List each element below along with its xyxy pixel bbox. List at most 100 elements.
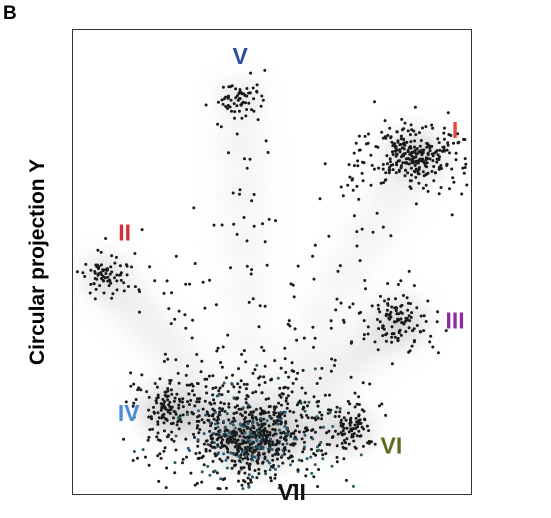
cluster-point-vi — [345, 426, 349, 430]
cluster-point-vii — [279, 435, 283, 439]
cluster-point-i — [323, 162, 327, 166]
cluster-point-i — [354, 141, 358, 145]
cluster-point-v — [244, 114, 248, 118]
cluster-point-iii — [364, 287, 367, 291]
cluster-point-v — [255, 83, 259, 87]
cluster-point-i — [369, 153, 373, 157]
cluster-point-v — [250, 108, 253, 112]
cluster-point-i — [440, 167, 443, 170]
cluster-point-i — [415, 152, 419, 156]
cluster-point-vii — [196, 415, 200, 419]
cluster-point-v — [221, 102, 225, 106]
cluster-point-vii — [218, 457, 222, 461]
cluster-point-vii — [294, 419, 298, 423]
scatter-point — [341, 194, 345, 198]
cluster-point-vii — [318, 410, 322, 414]
cluster-point-vii — [240, 450, 244, 454]
cluster-point-vi — [355, 434, 359, 438]
cluster-point-vii — [227, 402, 231, 406]
scatter-point — [327, 234, 331, 238]
cluster-point-i — [409, 140, 413, 144]
cluster-point-v — [234, 87, 238, 91]
scatter-point — [240, 414, 244, 418]
scatter-point — [273, 359, 277, 363]
scatter-point — [252, 224, 256, 228]
scatter-point — [237, 367, 240, 371]
cluster-point-vii — [238, 385, 242, 389]
cluster-point-vii — [330, 464, 334, 468]
cluster-point-i — [432, 165, 436, 168]
cluster-point-i — [418, 144, 422, 148]
cluster-point-vii — [344, 478, 348, 482]
cluster-point-vii — [218, 406, 222, 410]
cluster-point-vii — [216, 487, 220, 490]
cluster-point-vii — [329, 408, 333, 412]
cluster-point-vi — [351, 427, 355, 431]
cluster-point-i — [350, 178, 354, 182]
cluster-point-vii — [309, 455, 313, 459]
cluster-point-i — [401, 161, 405, 165]
cluster-point-i — [373, 100, 376, 104]
cluster-point-v — [204, 103, 208, 107]
cluster-point-i — [394, 145, 398, 149]
cluster-point-i — [448, 187, 451, 191]
cluster-point-vii — [211, 431, 215, 435]
cluster-point-ii — [101, 268, 105, 272]
cluster-point-vi — [352, 439, 356, 443]
density-blob-v — [220, 178, 267, 214]
cluster-point-i — [460, 192, 464, 196]
cluster-point-iii — [405, 296, 409, 300]
cluster-point-vi — [361, 444, 365, 448]
cluster-point-vii — [209, 437, 213, 441]
cluster-point-vii — [217, 417, 220, 421]
cluster-point-ii — [125, 264, 129, 268]
scatter-point — [355, 244, 359, 248]
cluster-point-vii — [170, 437, 174, 441]
density-blob-i — [280, 341, 320, 371]
cluster-point-vii — [222, 452, 226, 456]
cluster-point-iii — [412, 284, 416, 288]
scatter-point — [217, 389, 221, 393]
cluster-point-i — [395, 130, 399, 134]
scatter-point — [203, 306, 207, 310]
cluster-point-vii — [229, 421, 232, 425]
cluster-point-vii — [235, 432, 238, 436]
cluster-point-i — [417, 131, 421, 135]
cluster-point-i — [388, 168, 392, 172]
cluster-point-vii — [280, 392, 284, 396]
cluster-point-vi — [353, 423, 357, 427]
cluster-point-vii — [246, 422, 250, 426]
cluster-point-vi — [357, 429, 361, 433]
cluster-point-iii — [392, 332, 396, 336]
cluster-point-v — [230, 109, 233, 113]
cluster-point-ii — [100, 263, 103, 267]
cluster-point-vi — [355, 402, 359, 406]
cluster-point-vii — [202, 432, 206, 436]
cluster-point-vii — [303, 426, 307, 430]
cluster-point-i — [417, 166, 421, 170]
cluster-point-ii — [93, 270, 97, 273]
cluster-point-vii — [129, 371, 133, 375]
cluster-point-vii — [314, 418, 318, 422]
cluster-point-vii — [319, 440, 323, 444]
scatter-point — [235, 232, 239, 236]
scatter-point — [358, 259, 362, 263]
scatter-point — [260, 94, 264, 98]
scatter-point — [351, 302, 355, 306]
cluster-point-vii — [239, 379, 243, 383]
cluster-point-iii — [388, 317, 392, 321]
cluster-point-vii — [211, 386, 215, 390]
cluster-point-vii — [276, 415, 280, 419]
cluster-point-i — [462, 137, 465, 141]
cluster-point-i — [432, 179, 436, 183]
scatter-point — [335, 297, 339, 301]
cluster-point-i — [439, 186, 443, 189]
scatter-point — [195, 353, 199, 356]
cluster-point-vii — [181, 405, 185, 409]
scatter-point — [348, 305, 352, 309]
cluster-point-ii — [115, 279, 119, 283]
cluster-point-vii — [204, 413, 208, 417]
cluster-point-v — [238, 88, 242, 92]
cluster-point-v — [242, 92, 246, 96]
cluster-point-ii — [104, 272, 108, 275]
